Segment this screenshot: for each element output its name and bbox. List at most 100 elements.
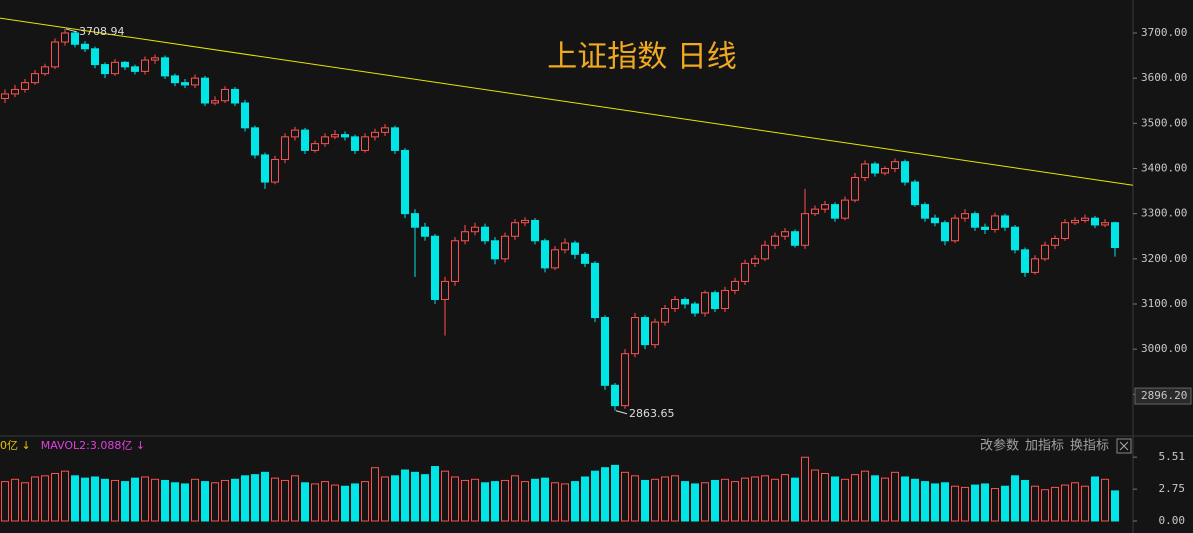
candle-body [1101, 222, 1109, 226]
volume-bar [431, 466, 439, 522]
volume-bar [681, 481, 689, 522]
price-marker [1134, 387, 1192, 405]
candle-body [891, 161, 899, 169]
volume-bar [1, 481, 9, 522]
candle-body [321, 136, 329, 145]
volume-bar [161, 479, 169, 522]
candle-body [1001, 215, 1009, 228]
volume-bar [451, 476, 459, 522]
volume-bar [441, 470, 449, 522]
volume-bar [1071, 482, 1079, 522]
trendline [0, 17, 1134, 186]
candle-body [551, 249, 559, 269]
annotation-pointer [615, 410, 628, 415]
candle-body [171, 75, 179, 84]
candle-body [911, 181, 919, 206]
volume-bar [151, 478, 159, 522]
candle-body [21, 82, 29, 90]
volume-bar [551, 482, 559, 522]
candle-body [441, 280, 449, 300]
volume-bar [931, 483, 939, 522]
candle-body [561, 242, 569, 251]
y-tick-label: 3600.00 [1141, 71, 1187, 84]
candle-body [261, 154, 269, 183]
candle-body [341, 134, 349, 138]
candle-body [1111, 222, 1119, 249]
volume-bar [491, 481, 499, 522]
volume-bar [41, 475, 49, 522]
volume-bar [1061, 484, 1069, 522]
candle-body [371, 131, 379, 138]
volume-bar [1081, 485, 1089, 522]
toolbar-button[interactable]: 改参数 [980, 438, 1019, 454]
annotation-label: 2863.65 [629, 407, 675, 420]
candle-body [1091, 217, 1099, 226]
volume-bar [111, 479, 119, 522]
candle-body [811, 208, 819, 215]
volume-bar [171, 482, 179, 522]
candle-body [301, 129, 309, 151]
volume-bar [941, 482, 949, 522]
volume-bar [1111, 490, 1119, 522]
candle-body [331, 134, 339, 138]
volume-bar [271, 477, 279, 522]
volume-bar [251, 474, 259, 522]
candle-body [411, 213, 419, 228]
y-tick-label: 3200.00 [1141, 252, 1187, 265]
candle-body [1021, 249, 1029, 273]
candle-body [961, 213, 969, 219]
candle-body [641, 317, 649, 346]
volume-bar [901, 476, 909, 522]
volume-bar [371, 467, 379, 522]
volume-bar [421, 474, 429, 522]
candle-body [1031, 258, 1039, 273]
volume-bar [181, 483, 189, 522]
volume-bar [641, 479, 649, 522]
candle-body [741, 262, 749, 282]
candle-body [391, 127, 399, 151]
volume-bar [1001, 485, 1009, 522]
candle-body [11, 88, 19, 95]
candle-body [501, 235, 509, 260]
candle-body [801, 213, 809, 246]
candle-body [41, 66, 49, 75]
candle-body [581, 253, 589, 264]
candle-body [271, 158, 279, 183]
volume-bar [1091, 476, 1099, 522]
volume-bar [531, 478, 539, 522]
candle-body [251, 127, 259, 156]
toolbar-button[interactable]: 加指标 [1025, 439, 1064, 454]
volume-bar [791, 477, 799, 522]
volume-bar [701, 482, 709, 522]
volume-bar [541, 477, 549, 522]
volume-bar [71, 475, 79, 522]
candle-body [81, 43, 89, 50]
volume-bar [741, 477, 749, 522]
candle-body [941, 222, 949, 242]
close-button[interactable] [1116, 438, 1132, 454]
candle-body [681, 298, 689, 305]
candle-body [731, 280, 739, 291]
candle-body [721, 289, 729, 310]
volume-bar [591, 470, 599, 522]
volume-bar [721, 478, 729, 522]
volume-bar [831, 476, 839, 522]
candle-body [51, 41, 59, 68]
volume-bar [761, 475, 769, 522]
candle-body [901, 161, 909, 183]
volume-bar [91, 476, 99, 522]
candle-body [701, 292, 709, 314]
candle-body [1061, 222, 1069, 240]
volume-bar [961, 486, 969, 522]
volume-bar [381, 476, 389, 522]
candle-body [981, 226, 989, 230]
volume-bar [1011, 475, 1019, 522]
toolbar-button[interactable]: 换指标 [1070, 439, 1109, 454]
volume-bar [891, 471, 899, 522]
candle-body [651, 321, 659, 346]
volume-bar [731, 481, 739, 522]
volume-bar [691, 483, 699, 522]
candle-body [951, 217, 959, 242]
volume-bar [991, 488, 999, 522]
volume-bar [81, 477, 89, 522]
